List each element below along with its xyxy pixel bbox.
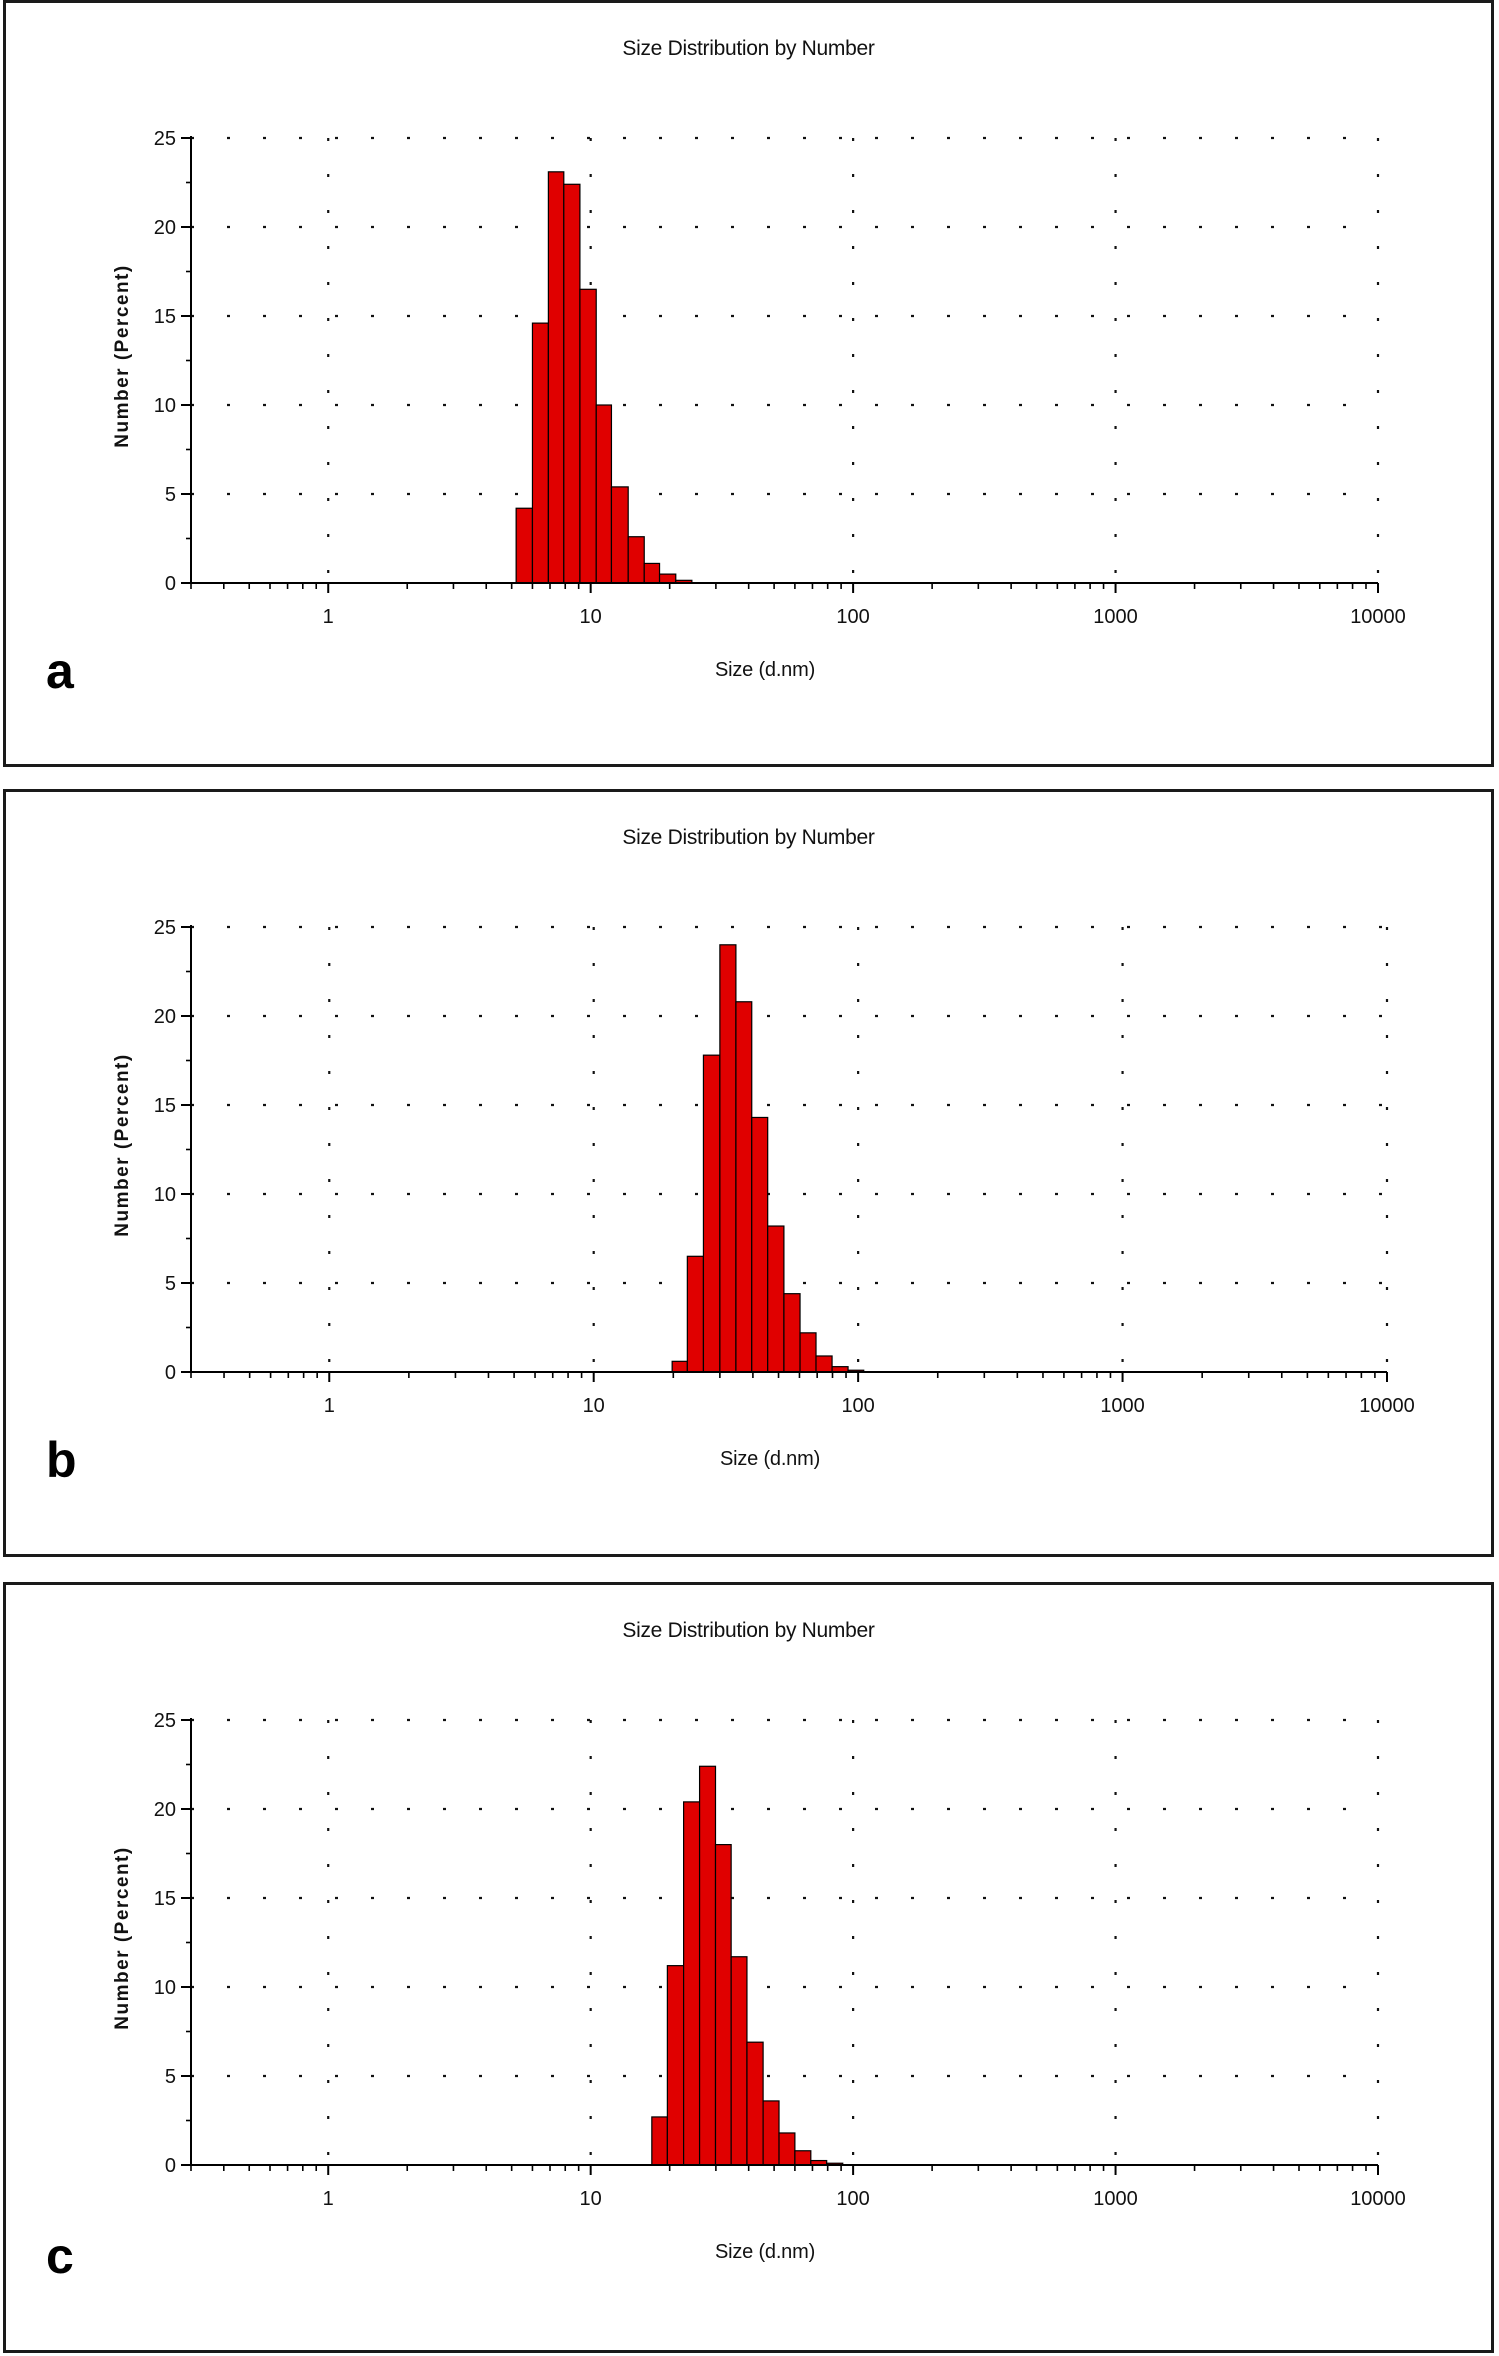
- y-axis-title: Number (Percent): [112, 1053, 133, 1237]
- y-tick-label: 20: [154, 1799, 176, 1821]
- chart-plot-c: 0 5 10 15 20 25 1 10 100 1000 10000: [154, 1710, 1406, 2210]
- x-axis-title: Size (d.nm): [714, 2241, 816, 2263]
- y-tick-label: 5: [165, 1273, 176, 1295]
- histogram-bar: [658, 573, 677, 584]
- histogram-bar: [714, 1844, 732, 2166]
- x-tick-label: 10000: [1350, 606, 1406, 628]
- x-tick-label: 1: [323, 2188, 334, 2210]
- histogram-bar: [515, 507, 534, 584]
- histogram-bar: [643, 562, 661, 584]
- histogram-bar: [794, 2150, 812, 2166]
- x-tick-label: 100: [841, 1395, 874, 1417]
- histogram-bar: [778, 2132, 796, 2166]
- y-tick-label: 20: [154, 1006, 176, 1028]
- histogram-bar: [563, 183, 581, 584]
- y-tick-label: 15: [154, 306, 176, 328]
- x-tick-label: 1: [324, 1395, 335, 1417]
- x-tick-label: 1000: [1100, 1395, 1145, 1417]
- x-tick-label: 100: [836, 606, 869, 628]
- chart-plot-b: 0 5 10 15 20 25 1 10 100 1000 10000: [154, 917, 1415, 1417]
- histogram-bar: [683, 1801, 701, 2166]
- histogram-bar: [698, 1765, 717, 2166]
- chart-plot-a: 0 5 10 15 20 25 1 10 100 1000 10000: [154, 128, 1406, 628]
- panel-label: c: [46, 2228, 74, 2284]
- histogram-bar: [610, 486, 629, 584]
- x-axis-title: Size (d.nm): [719, 1448, 821, 1470]
- chart-title: Size Distribution by Number: [622, 1619, 875, 1642]
- histogram-bar: [686, 1255, 705, 1373]
- panel-label: b: [46, 1432, 77, 1488]
- x-tick-label: 10: [580, 606, 602, 628]
- y-tick-label: 10: [154, 1977, 176, 1999]
- histogram-bar: [531, 322, 549, 584]
- x-axis-title: Size (d.nm): [714, 659, 816, 681]
- histogram-bar: [815, 1355, 833, 1373]
- y-tick-label: 15: [154, 1888, 176, 1910]
- histogram-bar: [783, 1293, 801, 1373]
- chart-panel-a: Size Distribution by Number 0 5 10 15 20 25 1 1…: [3, 0, 1494, 767]
- chart-title: Size Distribution by Number: [622, 826, 875, 849]
- y-tick-label: 10: [154, 1184, 176, 1206]
- y-tick-label: 10: [154, 395, 176, 417]
- histogram-bar: [579, 288, 597, 584]
- histogram-bar: [719, 944, 737, 1373]
- x-tick-label: 10: [580, 2188, 602, 2210]
- x-tick-label: 100: [836, 2188, 869, 2210]
- chart-title: Size Distribution by Number: [622, 37, 875, 60]
- y-tick-label: 5: [165, 484, 176, 506]
- y-tick-label: 20: [154, 217, 176, 239]
- y-tick-label: 0: [165, 2155, 176, 2177]
- x-tick-label: 1: [323, 606, 334, 628]
- y-tick-label: 25: [154, 1710, 176, 1732]
- y-axis-title: Number (Percent): [112, 264, 133, 448]
- histogram-bar: [735, 1001, 753, 1373]
- histogram-bar: [627, 536, 645, 584]
- panel-label: a: [46, 643, 74, 699]
- histogram-bar: [702, 1054, 721, 1373]
- histogram-bar: [762, 2100, 780, 2166]
- histogram-bar: [595, 404, 613, 584]
- x-tick-label: 1000: [1093, 606, 1138, 628]
- histogram-bar: [746, 2041, 764, 2166]
- histogram-bar: [547, 171, 565, 584]
- y-axis-title: Number (Percent): [112, 1846, 133, 2030]
- y-tick-label: 0: [165, 1362, 176, 1384]
- x-tick-label: 10000: [1359, 1395, 1415, 1417]
- chart-panel-c: Size Distribution by Number 0 5 10 15 20 25 1 1…: [3, 1582, 1494, 2353]
- x-tick-label: 10: [583, 1395, 605, 1417]
- histogram-bar: [751, 1116, 769, 1373]
- x-tick-label: 10000: [1350, 2188, 1406, 2210]
- chart-panel-b: Size Distribution by Number 0 5 10 15 20 25 1 1…: [3, 789, 1494, 1557]
- y-tick-label: 25: [154, 917, 176, 939]
- histogram-bar: [799, 1332, 817, 1373]
- y-tick-label: 25: [154, 128, 176, 150]
- histogram-bar: [651, 2116, 668, 2166]
- y-tick-label: 15: [154, 1095, 176, 1117]
- histogram-bar: [767, 1225, 785, 1373]
- histogram-bar: [730, 1956, 748, 2166]
- histogram-bar: [671, 1360, 688, 1373]
- x-tick-label: 1000: [1093, 2188, 1138, 2210]
- y-tick-label: 5: [165, 2066, 176, 2088]
- histogram-bar: [666, 1965, 685, 2166]
- y-tick-label: 0: [165, 573, 176, 595]
